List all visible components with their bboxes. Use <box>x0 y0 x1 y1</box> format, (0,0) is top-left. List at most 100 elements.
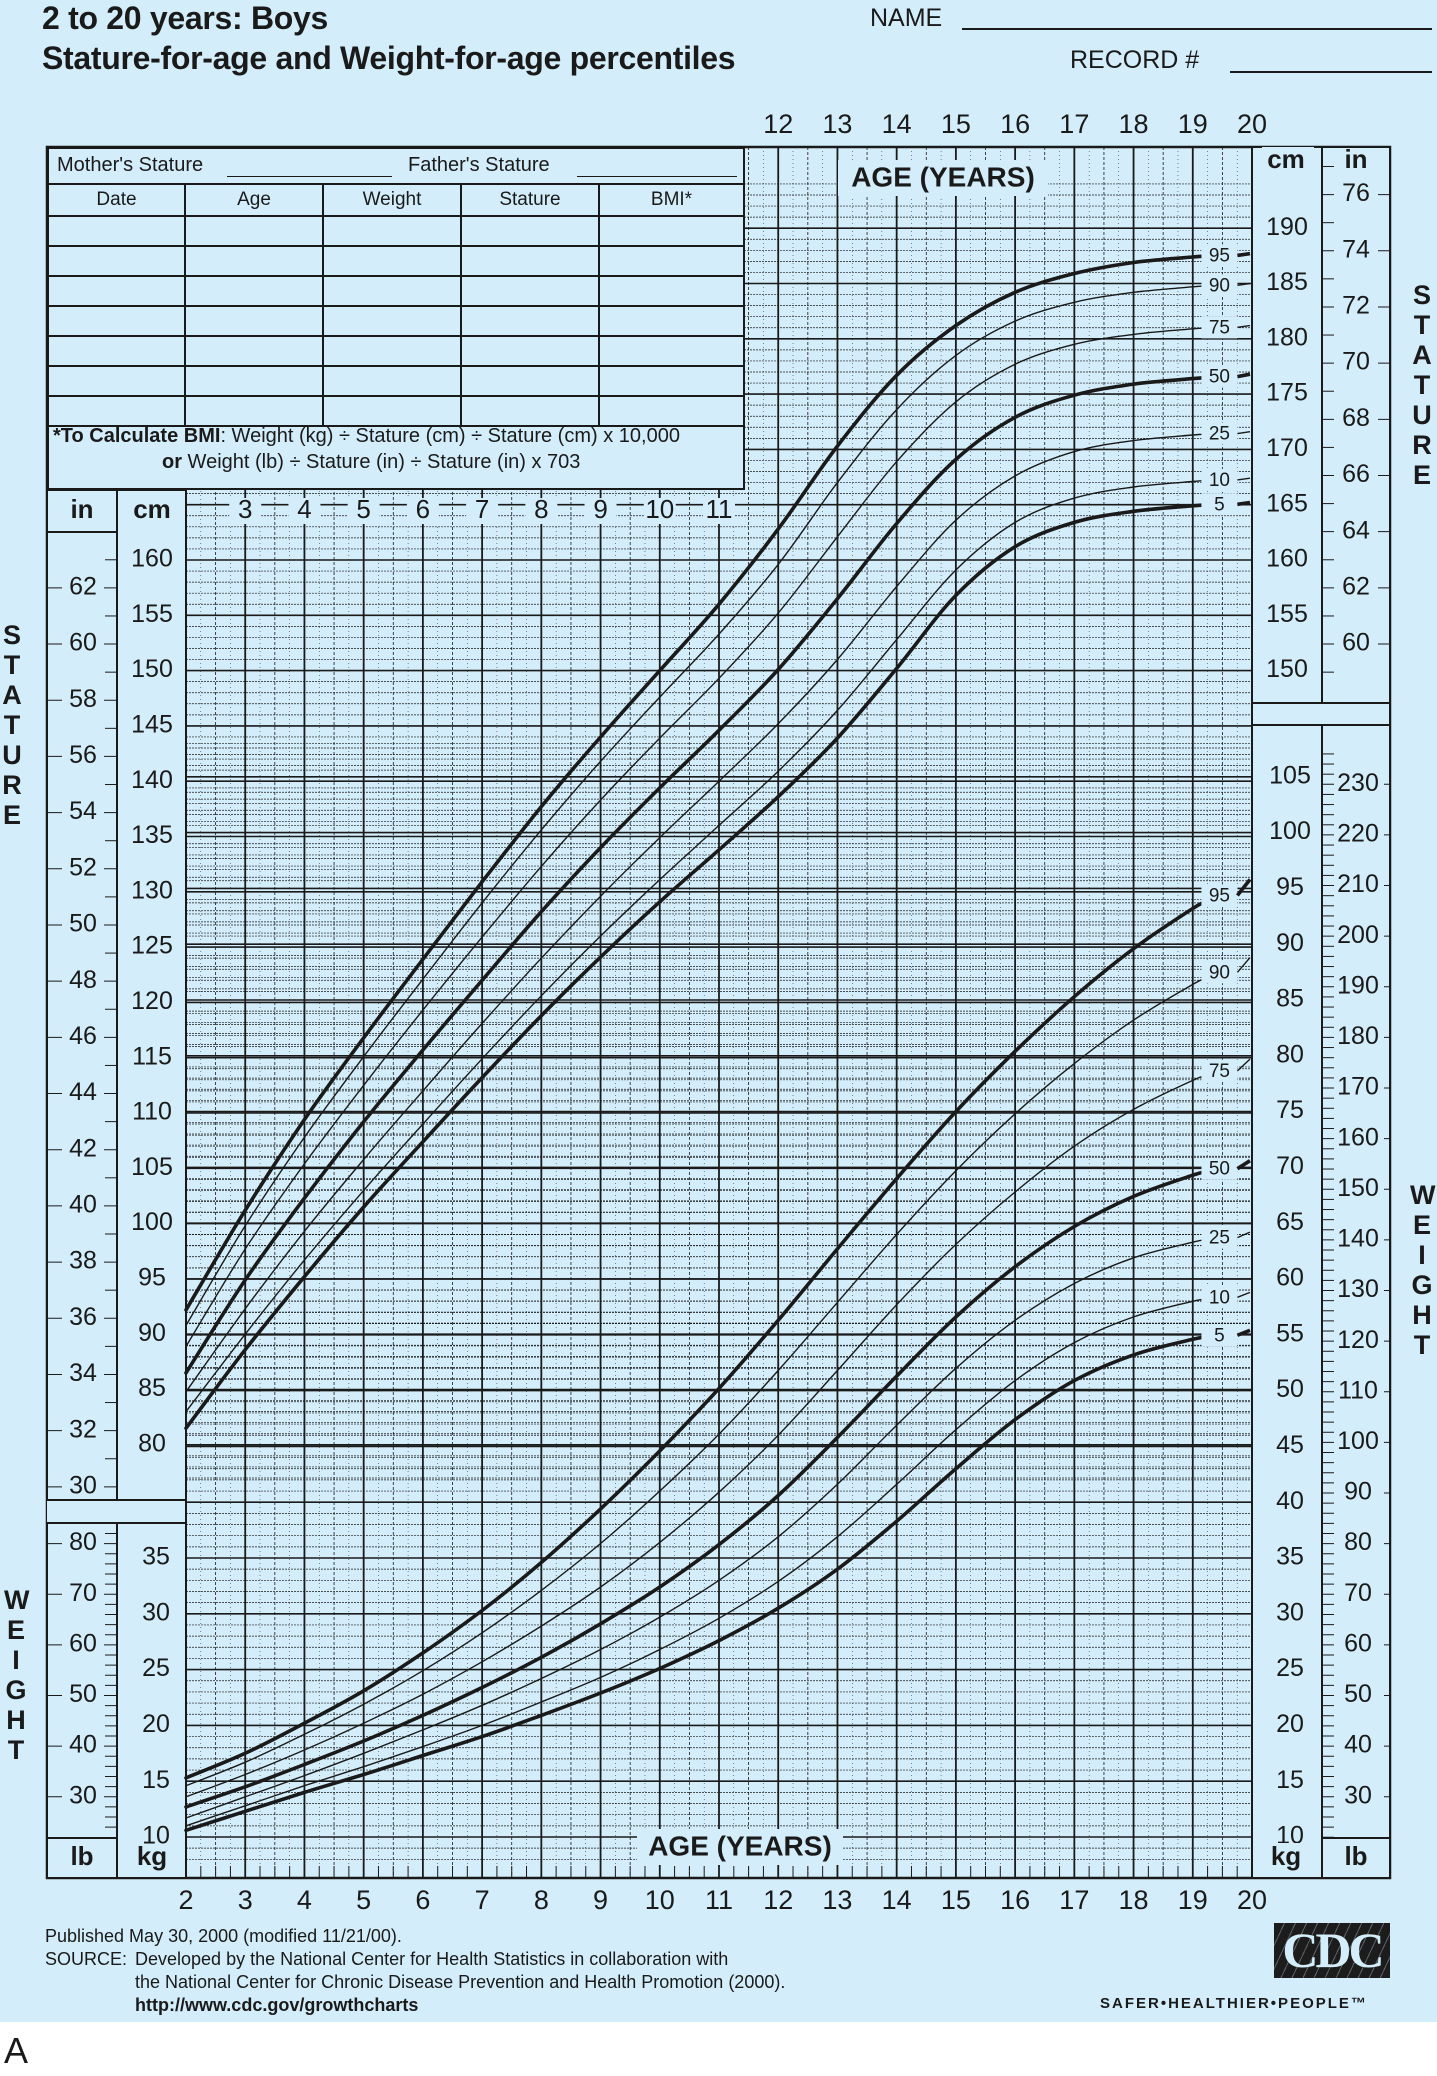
age-tick-label-bottom: 8 <box>534 1885 549 1915</box>
record-cell[interactable] <box>324 307 462 335</box>
record-cell[interactable] <box>462 367 600 395</box>
stature-percentile-90-end-tick <box>1237 282 1251 287</box>
record-cell[interactable] <box>324 367 462 395</box>
weight-lb-tick-label: 110 <box>1338 1376 1378 1404</box>
stature-in-tick-label: 32 <box>69 1415 97 1443</box>
weight-kg-tick-label: 55 <box>1276 1319 1304 1347</box>
record-cell[interactable] <box>462 277 600 305</box>
weight-lb-tick-label: 50 <box>1344 1680 1372 1708</box>
stature-cm-tick-label: 125 <box>131 932 173 960</box>
mothers-stature-field[interactable] <box>227 176 392 177</box>
weight-percentile-50-end-tick <box>1236 1159 1251 1171</box>
label-bg <box>1334 1481 1384 1506</box>
age-tick-label-bottom: 15 <box>941 1885 971 1915</box>
label-bg <box>120 824 184 849</box>
age-tick-label-bottom: 17 <box>1059 1885 1089 1915</box>
record-cell[interactable] <box>462 397 600 425</box>
record-cell[interactable] <box>49 277 186 305</box>
weight-kg-tick-label: 15 <box>142 1766 170 1794</box>
age-tick-label-bottom: 11 <box>705 1885 733 1915</box>
age-axis-title-bottom: AGE (YEARS) <box>648 1830 832 1861</box>
record-cell[interactable] <box>600 337 743 365</box>
record-number-field[interactable] <box>1230 71 1432 73</box>
stature-in-tick-label: 36 <box>69 1303 97 1331</box>
fathers-stature-field[interactable] <box>577 176 737 177</box>
record-cell[interactable] <box>49 307 186 335</box>
record-cell[interactable] <box>324 217 462 245</box>
record-cell[interactable] <box>462 307 600 335</box>
record-cell[interactable] <box>600 217 743 245</box>
stature-percentile-50-end-tick <box>1237 372 1251 379</box>
record-cell[interactable] <box>49 367 186 395</box>
record-cell[interactable] <box>600 397 743 425</box>
age-tick-label-inner: 8 <box>534 494 548 524</box>
record-row <box>49 277 743 307</box>
stature-cm-tick-label: 110 <box>132 1098 172 1126</box>
age-tick-label-bottom: 16 <box>1000 1885 1030 1915</box>
label-bg <box>1334 1734 1384 1759</box>
weight-lb-tick-label: 40 <box>1344 1731 1372 1759</box>
record-cell[interactable] <box>324 277 462 305</box>
name-label: NAME <box>870 4 943 32</box>
stature-in-tick-label: 40 <box>69 1191 97 1219</box>
stature-cm-tick-label: 105 <box>131 1153 173 1181</box>
record-cell[interactable] <box>600 247 743 275</box>
weight-kg-tick-label: 35 <box>1276 1543 1304 1571</box>
stature-percentile-25-curve <box>185 433 1206 1393</box>
record-cell[interactable] <box>186 307 324 335</box>
age-tick-label-bottom: 6 <box>415 1885 430 1915</box>
figure-label: A <box>4 2030 29 2071</box>
record-cell[interactable] <box>462 337 600 365</box>
stature-percentile-50-curve <box>184 375 1207 1375</box>
stature-cm-tick-label: 90 <box>138 1319 166 1347</box>
label-bg <box>120 658 184 683</box>
weight-lb-tick-label: 60 <box>1344 1629 1372 1657</box>
weight-percentile-50-label: 50 <box>1209 1159 1230 1180</box>
stature-in-tick-label: 60 <box>69 629 97 657</box>
label-bg <box>1334 1076 1384 1101</box>
chart-subtitle: Stature-for-age and Weight-for-age perce… <box>42 40 736 76</box>
label-bg <box>1201 1324 1238 1347</box>
cdc-logo-rays <box>1274 1923 1390 1978</box>
label-bg <box>525 498 558 524</box>
lb-unit-label: lb <box>70 1841 93 1871</box>
record-cell[interactable] <box>600 367 743 395</box>
record-cell[interactable] <box>600 307 743 335</box>
source-url-link[interactable]: http://www.cdc.gov/growthcharts <box>135 1995 419 2015</box>
weight-lb-tick-label: 170 <box>1337 1073 1379 1101</box>
record-row <box>49 367 743 397</box>
age-tick-label-top: 20 <box>1237 109 1267 139</box>
record-cell[interactable] <box>186 367 324 395</box>
label-bg <box>62 744 104 769</box>
age-tick-label-bottom: 10 <box>645 1885 675 1915</box>
record-cell[interactable] <box>186 397 324 425</box>
label-bg <box>1201 468 1238 491</box>
record-cell[interactable] <box>462 217 600 245</box>
record-cell[interactable] <box>49 337 186 365</box>
record-cell[interactable] <box>186 217 324 245</box>
weight-lb-tick-label: 60 <box>69 1629 97 1657</box>
record-cell[interactable] <box>186 247 324 275</box>
name-field[interactable] <box>962 28 1432 30</box>
chart-title: 2 to 20 years: Boys <box>42 0 329 36</box>
record-cell[interactable] <box>49 217 186 245</box>
record-cell[interactable] <box>186 277 324 305</box>
record-cell[interactable] <box>462 247 600 275</box>
label-bg <box>1201 1286 1238 1309</box>
record-cell[interactable] <box>49 247 186 275</box>
weight-kg-tick-label: 30 <box>142 1598 170 1626</box>
record-cell[interactable] <box>49 397 186 425</box>
stature-cm-tick-label: 120 <box>131 987 173 1015</box>
label-bg <box>62 1137 104 1162</box>
label-bg <box>62 1474 104 1499</box>
label-bg <box>62 1632 104 1657</box>
label-bg <box>62 969 104 994</box>
record-cell[interactable] <box>324 247 462 275</box>
record-cell[interactable] <box>324 337 462 365</box>
record-cell[interactable] <box>186 337 324 365</box>
stature-cm-tick-label: 160 <box>1266 545 1308 573</box>
record-cell[interactable] <box>600 277 743 305</box>
weight-lb-tick-label: 50 <box>69 1680 97 1708</box>
stature-cm-tick-label: 80 <box>138 1429 166 1457</box>
record-cell[interactable] <box>324 397 462 425</box>
